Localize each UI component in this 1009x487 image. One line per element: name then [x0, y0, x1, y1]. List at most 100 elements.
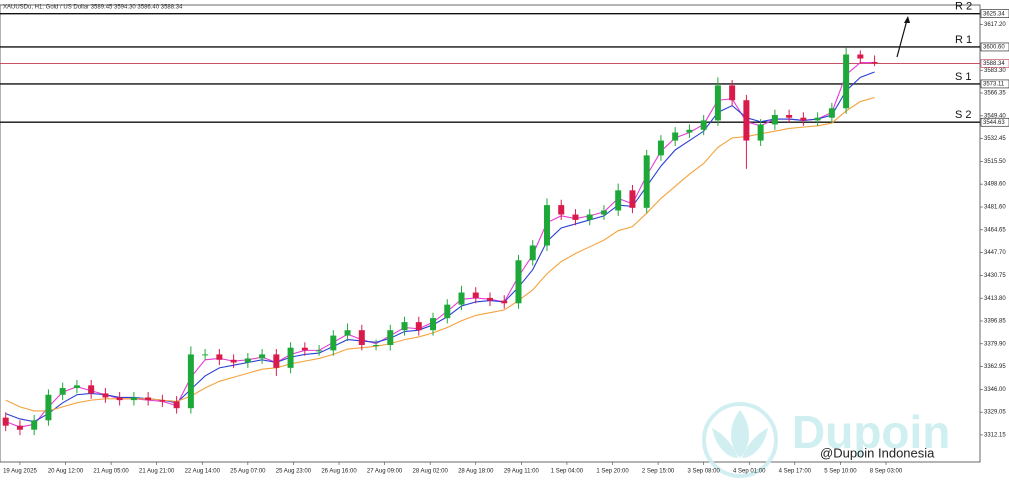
candle-body [629, 190, 636, 208]
candle-body [401, 322, 408, 331]
watermark-logo [702, 402, 778, 478]
candle-body [2, 417, 9, 426]
candle-body [487, 297, 493, 301]
candle-body [145, 397, 152, 401]
y-tick-label: 3583.30 [984, 68, 1006, 74]
candle-body [672, 132, 679, 141]
candle-body [558, 205, 565, 215]
candle-body [45, 394, 52, 421]
candle-body [415, 322, 422, 331]
x-tick-label: 25 Aug 23:00 [276, 469, 312, 475]
y-tick-label: 3481.60 [984, 205, 1006, 211]
trend-arrow [896, 16, 910, 58]
x-tick-label: 20 Aug 12:00 [48, 469, 84, 475]
candle-body [59, 388, 66, 395]
candle-body [686, 129, 693, 133]
candle-body [729, 85, 736, 101]
candle-body [102, 393, 109, 398]
y-tick-label: 3464.65 [984, 227, 1006, 233]
candle-body [529, 245, 536, 261]
level-label: R 2 [955, 1, 972, 13]
candle-body [828, 108, 835, 118]
candle-body [757, 124, 764, 141]
candle-body [316, 350, 323, 352]
candle-body [73, 385, 80, 389]
y-tick-label: 3396.85 [984, 319, 1006, 325]
y-tick-label: 3346.00 [984, 387, 1006, 393]
candle-body [600, 210, 607, 215]
candle-body [843, 54, 850, 109]
y-tick-label: 3515.50 [984, 159, 1006, 165]
y-tick-label: 3329.05 [984, 410, 1006, 416]
x-tick-label: 2 Sep 15:00 [642, 469, 675, 475]
x-tick-label: 21 Aug 21:00 [139, 469, 175, 475]
candle-body [472, 292, 479, 298]
candle-body [259, 354, 266, 359]
candle-body [216, 354, 223, 360]
x-tick-label: 27 Aug 09:00 [367, 469, 403, 475]
candle-body [586, 214, 593, 220]
y-tick-label: 3566.35 [984, 91, 1006, 97]
candle-body [387, 330, 394, 345]
candle-body [273, 354, 280, 368]
candle-body [643, 155, 650, 208]
candle-body [515, 260, 522, 304]
candle-body [743, 100, 750, 141]
level-price-label: 3544.63 [983, 120, 1005, 126]
candle-body [202, 354, 209, 356]
candle-body [373, 344, 380, 346]
candle-body [458, 292, 465, 305]
candle-body [88, 385, 95, 394]
x-tick-label: 5 Sep 10:00 [824, 469, 857, 475]
candle-body [572, 214, 579, 220]
y-tick-label: 3617.20 [984, 22, 1006, 28]
plot-frame [0, 4, 981, 463]
y-tick-label: 3549.40 [984, 113, 1006, 119]
candle-body [116, 397, 123, 401]
x-tick-label: 19 Aug 2025 [3, 469, 37, 475]
price-box [980, 59, 1009, 68]
x-tick-label: 22 Aug 14:00 [185, 469, 221, 475]
candle-body [543, 205, 550, 246]
y-tick-label: 3498.60 [984, 182, 1006, 188]
x-tick-label: 4 Sep 17:00 [779, 469, 812, 475]
x-tick-label: 25 Aug 07:00 [230, 469, 266, 475]
candle-body [714, 85, 721, 121]
candle-body [330, 335, 337, 351]
candle-body [31, 420, 38, 430]
level-label: S 1 [955, 71, 972, 83]
candle-body [871, 61, 878, 64]
y-tick-label: 3362.95 [984, 364, 1006, 370]
candle-body [800, 117, 807, 121]
candle-body [430, 318, 437, 331]
y-tick-label: 3532.45 [984, 136, 1006, 142]
level-price-label: 3600.60 [983, 45, 1005, 51]
candle-body [287, 347, 294, 368]
credit: @Dupoin Indonesia [820, 445, 935, 460]
candle-body [786, 115, 793, 118]
level-price-label: 3625.34 [983, 11, 1005, 17]
candle-body [657, 140, 664, 156]
level-price-box [980, 117, 1009, 127]
candle-body [230, 359, 237, 363]
x-tick-label: 29 Aug 11:00 [504, 469, 540, 475]
candle-body [358, 330, 365, 345]
candle-body [444, 304, 451, 319]
x-tick-label: 3 Sep 08:00 [687, 469, 720, 475]
level-price-box [980, 9, 1009, 18]
y-tick-label: 3447.70 [984, 250, 1006, 256]
x-tick-label: 26 Aug 16:00 [321, 469, 357, 475]
plot-layer [0, 12, 980, 436]
candle-body [501, 300, 508, 304]
candle-body [857, 54, 864, 59]
level-price-box [980, 42, 1009, 52]
watermark-text: Dupoin [792, 406, 950, 458]
candle-body [814, 117, 821, 121]
x-tick-label: 1 Sep 04:00 [551, 469, 584, 475]
candle-body [173, 401, 180, 409]
x-tick-label: 28 Aug 18:00 [458, 469, 494, 475]
x-tick-label: 1 Sep 20:00 [596, 469, 629, 475]
candle-body [700, 120, 707, 130]
